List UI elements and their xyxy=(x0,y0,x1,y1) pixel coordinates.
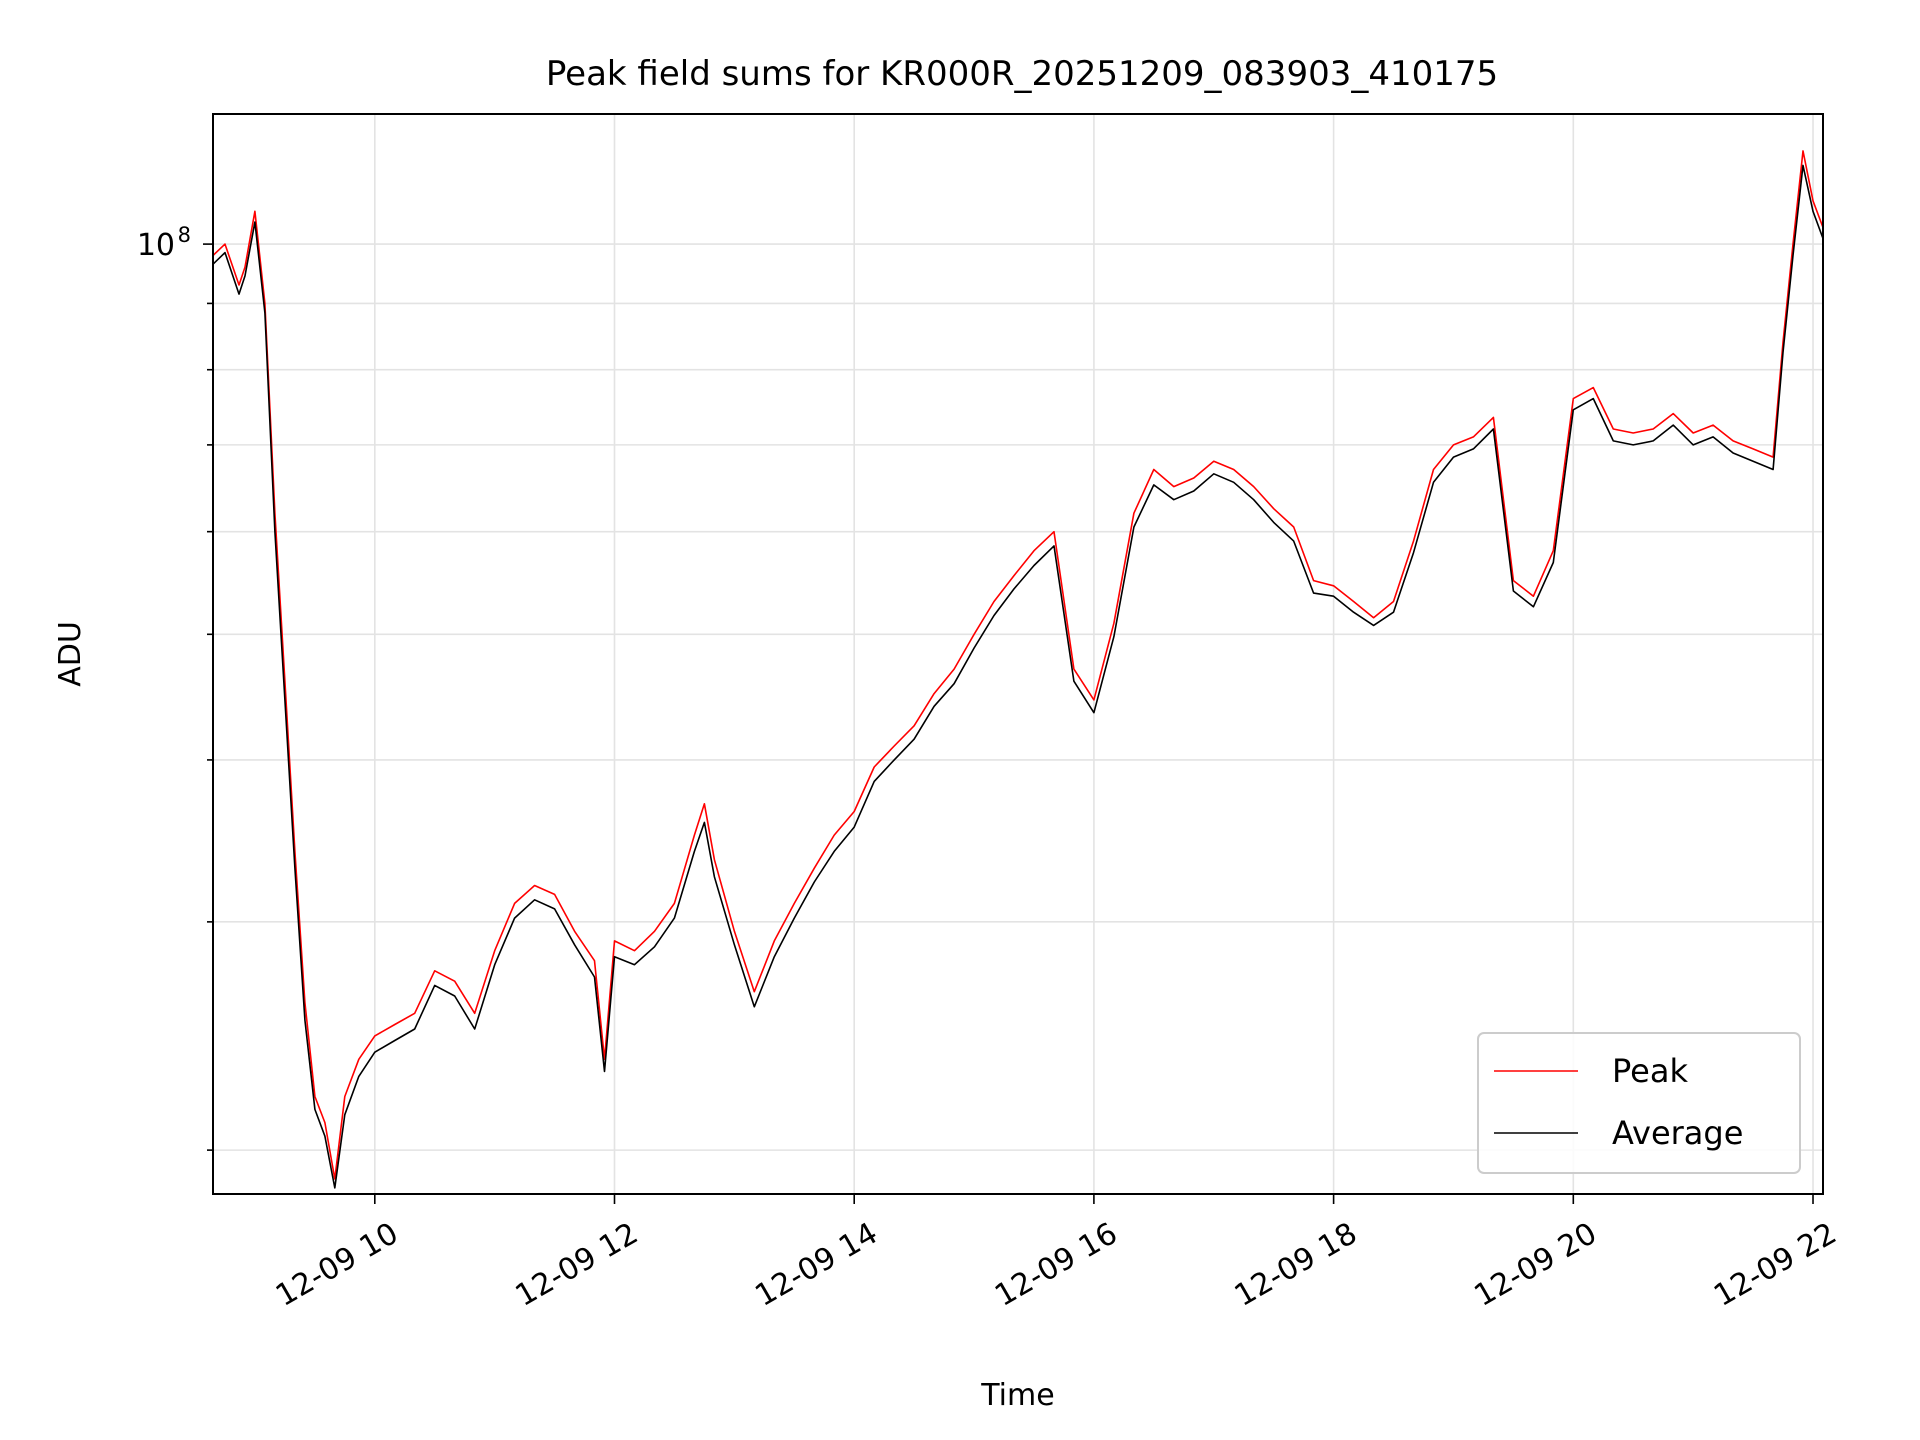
series-group xyxy=(212,150,1824,1189)
legend-box xyxy=(1477,1032,1801,1174)
y-tick-label: 10 xyxy=(137,228,175,263)
plot-frame xyxy=(212,113,1824,1195)
legend-label-average: Average xyxy=(1612,1114,1743,1152)
legend: Peak Average xyxy=(1477,1032,1801,1174)
series-line-average xyxy=(212,164,1824,1189)
series-line-peak xyxy=(212,150,1824,1180)
grid-lines xyxy=(213,114,1823,1194)
x-axis-label: Time xyxy=(980,1378,1054,1413)
y-axis-label: ADU xyxy=(53,621,88,687)
y-tick-label-exponent: 8 xyxy=(178,223,191,247)
chart-title: Peak field sums for KR000R_20251209_0839… xyxy=(546,54,1498,94)
legend-label-peak: Peak xyxy=(1612,1052,1688,1090)
